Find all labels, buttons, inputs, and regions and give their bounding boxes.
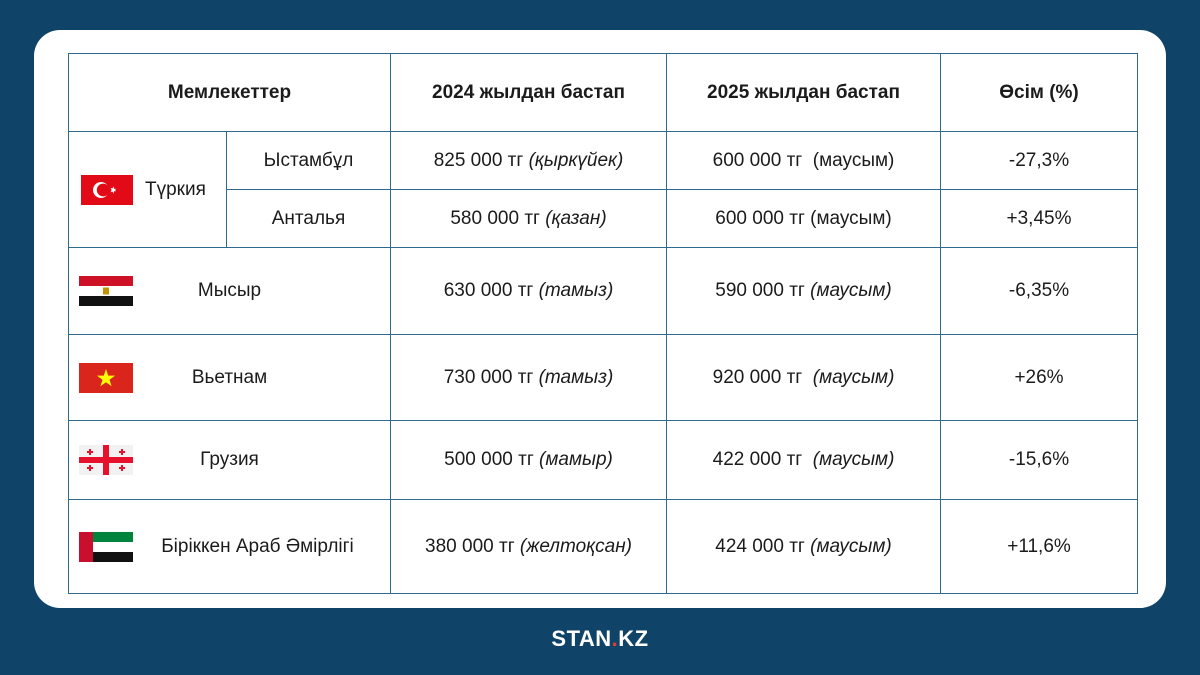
header-states: Мемлекеттер [67, 53, 392, 132]
header-row: Мемлекеттер 2024 жылдан бастап 2025 жылд… [67, 53, 1139, 132]
price-2024: 825 000 тг (қыркүйек) [390, 131, 668, 190]
growth-value: +3,45% [940, 189, 1139, 248]
uae-flag-icon [79, 531, 133, 562]
price-2024: 730 000 тг (тамыз) [390, 334, 668, 421]
country-name: Түркия [145, 178, 206, 200]
city-name: Ыстамбұл [225, 131, 392, 190]
growth-value: +11,6% [940, 499, 1139, 594]
table-row: Вьетнам 730 000 тг (тамыз) 920 000 тг (м… [67, 334, 1139, 421]
table-row: Біріккен Араб Әмірлігі 380 000 тг (желто… [67, 499, 1139, 594]
table-row: Грузия 500 000 тг (мамыр) 422 000 тг (ма… [67, 420, 1139, 500]
header-2025: 2025 жылдан бастап [666, 53, 942, 132]
price-2024: 580 000 тг (қазан) [390, 189, 668, 248]
price-table: Мемлекеттер 2024 жылдан бастап 2025 жылд… [67, 53, 1139, 594]
country-cell-georgia: Грузия [67, 420, 392, 500]
growth-value: -6,35% [940, 247, 1139, 335]
header-2024: 2024 жылдан бастап [390, 53, 668, 132]
table-row: Мысыр 630 000 тг (тамыз) 590 000 тг (мау… [67, 247, 1139, 335]
table-row: Анталья 580 000 тг (қазан) 600 000 тг (м… [69, 189, 1139, 248]
price-2025: 920 000 тг (маусым) [666, 334, 942, 421]
header-growth: Өсім (%) [940, 53, 1139, 132]
country-cell-uae: Біріккен Араб Әмірлігі [67, 499, 392, 594]
stan-kz-logo: STAN.KZ [551, 626, 649, 651]
table-row: Түркия Ыстамбұл 825 000 тг (қыркүйек) 60… [68, 131, 1139, 248]
georgia-flag-icon [79, 445, 133, 475]
country-name: Вьетнам [191, 366, 268, 388]
growth-value: +26% [940, 334, 1139, 421]
country-cell-turkey: Түркия [68, 131, 227, 248]
country-cell-vietnam: Вьетнам [67, 334, 392, 421]
country-cell-egypt: Мысыр [67, 247, 392, 335]
price-2025: 422 000 тг (маусым) [666, 420, 942, 500]
growth-value: -27,3% [940, 131, 1139, 190]
growth-value: -15,6% [940, 420, 1139, 500]
vietnam-flag-icon [79, 362, 133, 393]
price-2025: 590 000 тг (маусым) [666, 247, 942, 335]
price-2024: 500 000 тг (мамыр) [390, 420, 668, 500]
price-2025: 600 000 тг (маусым) [666, 131, 942, 190]
price-2025: 600 000 тг (маусым) [666, 189, 942, 248]
price-2024: 630 000 тг (тамыз) [390, 247, 668, 335]
country-name: Мысыр [197, 280, 262, 301]
country-name: Біріккен Араб Әмірлігі [161, 535, 354, 557]
egypt-flag-icon [79, 276, 133, 306]
country-name: Грузия [200, 449, 259, 470]
city-name: Анталья [225, 189, 392, 248]
turkey-flag-icon [81, 174, 133, 205]
price-2025: 424 000 тг (маусым) [666, 499, 942, 594]
price-2024: 380 000 тг (желтоқсан) [390, 499, 668, 594]
